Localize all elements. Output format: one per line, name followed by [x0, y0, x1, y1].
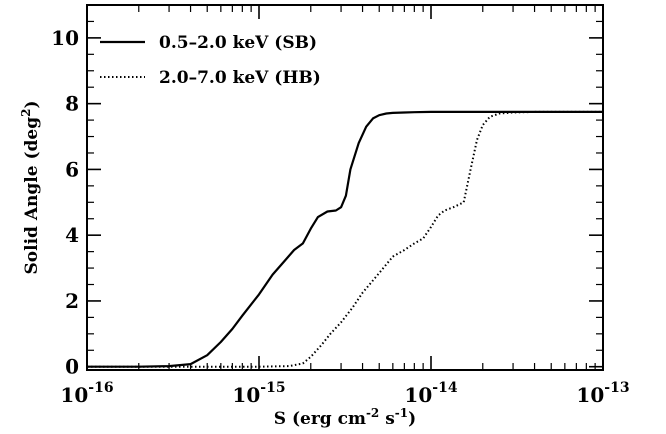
y-tick-label: 6 [65, 157, 79, 181]
x-tick-label-exp: -14 [432, 380, 458, 396]
y-axis-label-sup: 2 [19, 109, 33, 117]
legend: 0.5–2.0 keV (SB) 2.0–7.0 keV (HB) [100, 33, 321, 88]
x-tick-label-exp: -16 [88, 380, 113, 396]
x-axis-label-sup1: -2 [366, 406, 379, 420]
y-tick-label: 4 [65, 223, 79, 247]
x-axis-label: S (erg cm-2 s-1) [274, 406, 416, 429]
x-axis-label-end: ) [408, 409, 416, 429]
legend-label-hb: 2.0–7.0 keV (HB) [159, 68, 321, 88]
y-axis-label: Solid Angle (deg2) [19, 100, 42, 274]
x-tick-label-base: 10 [232, 383, 260, 407]
x-axis-label-sup2: -1 [395, 406, 408, 420]
y-tick-label: 8 [65, 92, 79, 116]
x-tick-label-base: 10 [60, 383, 88, 407]
plot-frame [86, 4, 604, 371]
x-tick-label: 10-16 [60, 380, 113, 407]
y-tick-label: 0 [65, 355, 79, 379]
x-axis-label-mid: s [379, 409, 395, 429]
x-tick-label-exp: -13 [604, 380, 629, 396]
x-tick-label: 10-13 [576, 380, 629, 407]
y-axis-label-end: ) [22, 100, 42, 108]
x-tick-label: 10-15 [232, 380, 285, 407]
y-axis-label-main: Solid Angle (deg [22, 117, 42, 275]
x-axis-label-main: S (erg cm [274, 409, 366, 429]
x-tick-label-base: 10 [576, 383, 604, 407]
x-tick-label-base: 10 [404, 383, 432, 407]
legend-label-sb: 0.5–2.0 keV (SB) [159, 33, 317, 53]
x-tick-label-exp: -15 [260, 380, 285, 396]
series-line-sb [87, 110, 603, 368]
x-tick-label: 10-14 [404, 380, 457, 407]
y-tick-label: 2 [65, 289, 79, 313]
y-tick-label: 10 [51, 26, 79, 50]
series-layer [87, 110, 603, 368]
series-line-hb [87, 110, 603, 368]
